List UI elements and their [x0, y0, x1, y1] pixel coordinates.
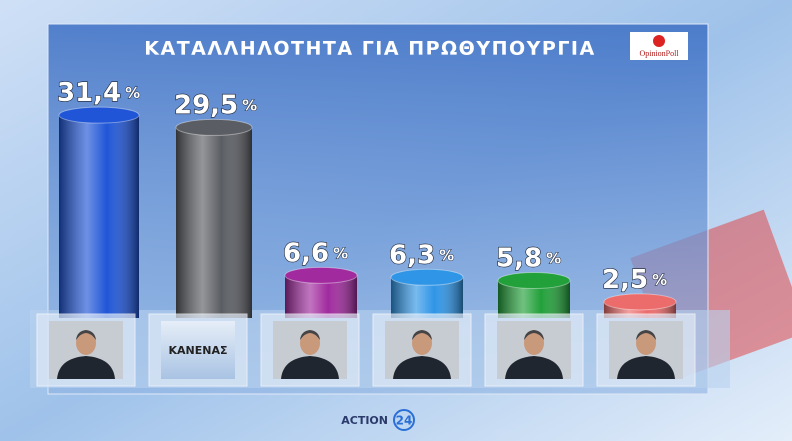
- person-body: [505, 356, 563, 379]
- bar-shade: [59, 115, 139, 318]
- value-label-number: 5,8: [496, 243, 542, 273]
- person-head: [636, 331, 656, 355]
- value-label-number: 6,3: [389, 240, 435, 270]
- chart-title: ΚΑΤΑΛΛΗΛΟΤΗΤΑ ΓΙΑ ΠΡΩΘΥΠΟΥΡΓΙΑ: [144, 38, 595, 60]
- value-label: 5,8%: [496, 243, 561, 273]
- value-label-unit: %: [546, 249, 561, 267]
- person-hair: [412, 330, 432, 340]
- bar-top: [497, 272, 571, 290]
- value-label: 29,5%: [174, 90, 257, 120]
- bar-top: [603, 293, 677, 311]
- value-label-unit: %: [125, 84, 140, 102]
- person-head: [524, 331, 544, 355]
- category-label: ΚΑΝΕΝΑΣ: [169, 344, 228, 357]
- person-body: [57, 356, 115, 379]
- bar-top: [390, 268, 464, 286]
- value-label-unit: %: [333, 244, 348, 262]
- value-label: 6,3%: [389, 240, 454, 270]
- person-hair: [524, 330, 544, 340]
- value-label: 31,4%: [57, 78, 140, 108]
- channel-number: 24: [396, 414, 413, 428]
- label-card: [161, 321, 235, 379]
- value-label-number: 29,5: [174, 90, 238, 120]
- person-head: [76, 331, 96, 355]
- person-head: [412, 331, 432, 355]
- person-hair: [76, 330, 96, 340]
- source: OpinionPoll: [639, 49, 679, 58]
- channel: ACTION: [341, 414, 388, 427]
- value-label-unit: %: [242, 96, 257, 114]
- person-head: [300, 331, 320, 355]
- bar-top: [175, 118, 253, 136]
- value-label-number: 6,6: [283, 238, 329, 268]
- person-body: [393, 356, 451, 379]
- channel-ring: [393, 409, 415, 431]
- value-label-unit: %: [652, 270, 667, 288]
- person-hair: [300, 330, 320, 340]
- logo-dot: [653, 35, 665, 47]
- bar-top: [58, 106, 140, 124]
- person-body: [281, 356, 339, 379]
- value-label-number: 31,4: [57, 78, 121, 108]
- value-label-unit: %: [439, 246, 454, 264]
- value-label-number: 2,5: [602, 264, 648, 294]
- value-label: 6,6%: [283, 238, 348, 268]
- bar-top: [284, 266, 358, 284]
- bar-shade: [176, 127, 252, 319]
- person-hair: [636, 330, 656, 340]
- value-label: 2,5%: [602, 264, 667, 294]
- person-body: [617, 356, 675, 379]
